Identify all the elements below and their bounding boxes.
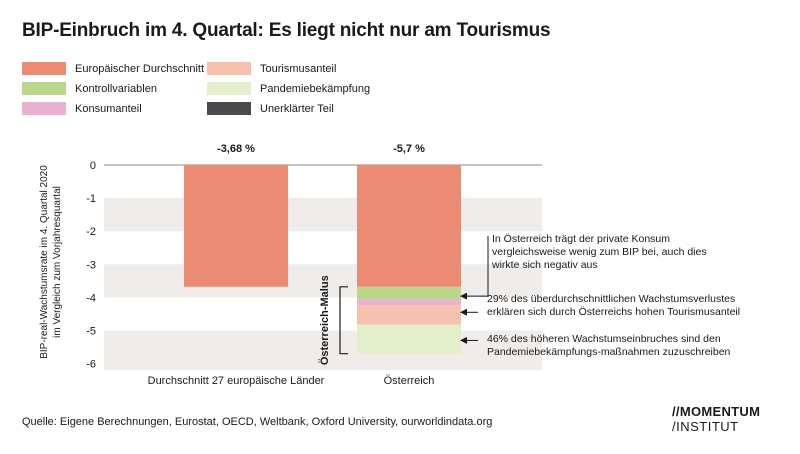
momentum-logo: //MOMENTUM /INSTITUT bbox=[672, 404, 760, 434]
x-tick-label: Österreich bbox=[384, 375, 435, 387]
legend-item: Unerklärter Teil bbox=[207, 100, 407, 117]
y-axis-label: im Vergleich zum Vorjahresquartal bbox=[52, 186, 63, 338]
annotation-text: In Österreich trägt der private Konsum bbox=[492, 233, 670, 245]
grid-band bbox=[104, 198, 542, 232]
malus-bracket bbox=[339, 286, 348, 355]
bar-segment bbox=[357, 286, 461, 300]
legend-swatch bbox=[207, 102, 251, 115]
legend-swatch bbox=[207, 82, 251, 95]
bar-segment bbox=[357, 305, 461, 325]
annotation-arrowhead bbox=[460, 308, 467, 316]
malus-bracket-label: Österreich-Malus bbox=[318, 275, 331, 365]
y-tick-label: -1 bbox=[86, 193, 96, 205]
bar-segment bbox=[357, 165, 461, 287]
legend: Europäischer Durchschnitt Tourismusantei… bbox=[22, 60, 442, 117]
logo-line2: /INSTITUT bbox=[672, 419, 739, 434]
y-tick-label: 0 bbox=[90, 160, 96, 172]
annotation-text: 46% des höheren Wachstumseinbruches sind… bbox=[487, 333, 721, 345]
legend-item: Pandemiebekämpfung bbox=[207, 80, 407, 97]
legend-label: Konsumanteil bbox=[75, 102, 142, 115]
annotation-text: vergleichsweise wenig zum BIP bei, auch … bbox=[492, 246, 707, 258]
legend-label: Kontrollvariablen bbox=[75, 82, 157, 95]
x-tick-label: Durchschnitt 27 europäische Länder bbox=[148, 375, 325, 387]
legend-swatch bbox=[22, 62, 66, 75]
legend-label: Europäischer Durchschnitt bbox=[75, 62, 205, 75]
y-tick-label: -5 bbox=[86, 326, 96, 338]
y-tick-label: -3 bbox=[86, 259, 96, 271]
chart-title: BIP-Einbruch im 4. Quartal: Es liegt nic… bbox=[22, 20, 551, 41]
legend-label: Unerklärter Teil bbox=[260, 102, 334, 115]
legend-swatch bbox=[207, 62, 251, 75]
bar-total-label: -3,68 % bbox=[217, 143, 255, 155]
y-axis-label: BIP-real-Wachstumsrate im 4. Quartal 202… bbox=[39, 165, 50, 359]
logo-line1: //MOMENTUM bbox=[672, 404, 761, 419]
y-tick-label: -4 bbox=[86, 292, 96, 304]
annotation-text: 29% des überdurchschnittlichen Wachstums… bbox=[487, 293, 735, 305]
legend-label: Pandemiebekämpfung bbox=[260, 82, 371, 95]
y-tick-label: -6 bbox=[86, 359, 96, 371]
legend-item: Europäischer Durchschnitt bbox=[22, 60, 207, 77]
bar-segment bbox=[357, 324, 461, 354]
annotation-leader bbox=[466, 236, 489, 297]
grid-band bbox=[104, 330, 542, 371]
legend-swatch bbox=[22, 82, 66, 95]
grid-band bbox=[104, 264, 542, 298]
annotation-arrowhead bbox=[460, 292, 467, 300]
annotation-arrowhead bbox=[460, 336, 467, 344]
y-tick-label: -2 bbox=[86, 226, 96, 238]
bar-segment bbox=[357, 299, 461, 306]
annotation-text: wirkte sich negativ aus bbox=[491, 259, 598, 271]
source-note: Quelle: Eigene Berechnungen, Eurostat, O… bbox=[22, 416, 493, 428]
bar-total-label: -5,7 % bbox=[393, 143, 425, 155]
legend-item: Konsumanteil bbox=[22, 100, 207, 117]
legend-label: Tourismusanteil bbox=[260, 62, 337, 75]
legend-item: Kontrollvariablen bbox=[22, 80, 207, 97]
annotation-text: Pandemiebekämpfungs-maßnahmen zuzuschrei… bbox=[487, 346, 731, 358]
legend-item: Tourismusanteil bbox=[207, 60, 407, 77]
bar-segment bbox=[184, 165, 288, 287]
annotation-text: erklären sich durch Österreichs hohen To… bbox=[487, 306, 740, 318]
legend-swatch bbox=[22, 102, 66, 115]
